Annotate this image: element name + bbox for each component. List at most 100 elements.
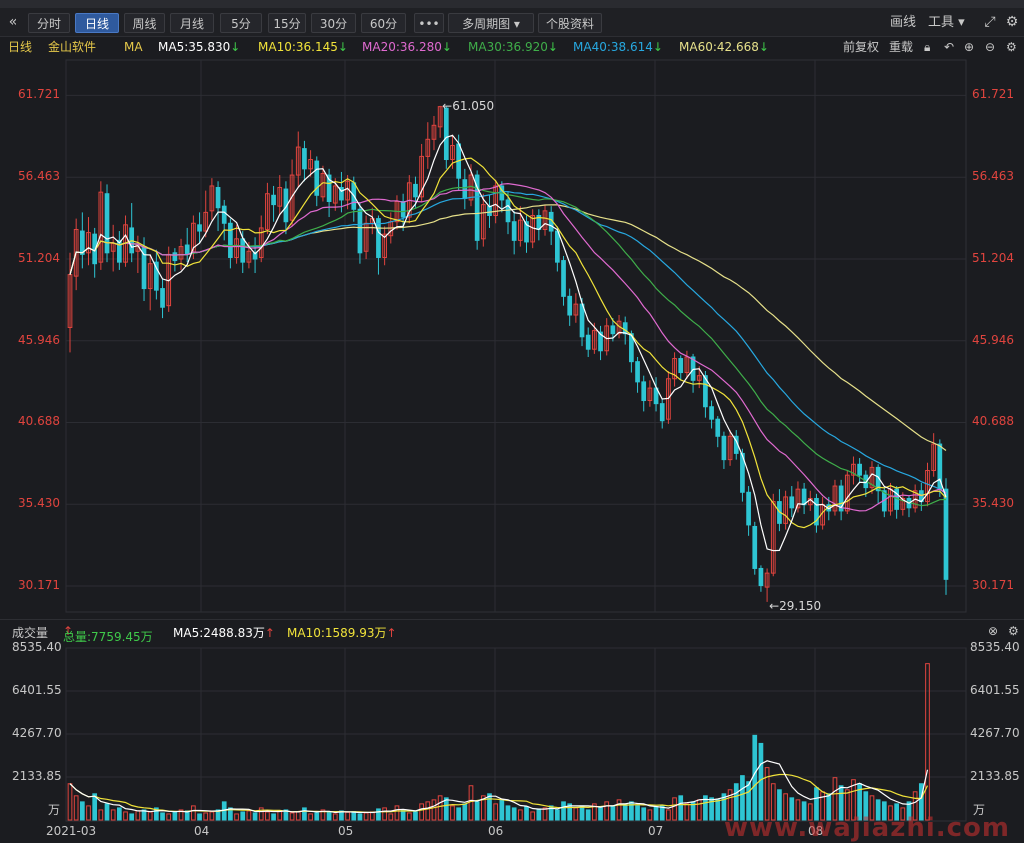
x-axis-label: 04 — [194, 824, 210, 838]
volume-ma5-value: MA5:2488.83万 — [173, 626, 265, 640]
candle-body — [511, 221, 517, 241]
settings-icon[interactable]: ⚙ — [1005, 14, 1019, 30]
candle-body — [517, 219, 523, 241]
down-arrow-icon: ↓ — [652, 40, 663, 54]
price-label-left: 61.721 — [18, 87, 60, 102]
ma-item: MA40:38.614↓ — [573, 40, 663, 54]
volume-label-left: 6401.55 — [12, 683, 62, 697]
volume-bar — [752, 734, 758, 821]
volume-bar — [425, 801, 431, 821]
candle-body — [431, 124, 437, 140]
volume-bar — [215, 809, 221, 821]
x-axis-label: 08 — [808, 824, 824, 838]
candle-body — [746, 491, 751, 526]
candle-body — [844, 474, 850, 512]
volume-bar — [604, 801, 610, 821]
candle-body — [141, 246, 147, 290]
period-tab[interactable]: 60分 — [361, 13, 406, 33]
period-tab[interactable]: 5分 — [220, 13, 262, 33]
volume-bar — [709, 797, 714, 821]
candle-body — [851, 463, 856, 476]
multi-period-dropdown[interactable]: 多周期图 ▾ — [448, 13, 534, 33]
ma-legend-bar: 日线 金山软件 MA MA5:35.830↓ MA10:36.145↓ MA20… — [0, 37, 1024, 57]
volume-bar — [573, 807, 579, 821]
down-arrow-icon: ↓ — [441, 40, 452, 54]
close-icon[interactable]: ⊗ — [988, 624, 999, 638]
candle-body — [487, 205, 492, 216]
price-label-left: 45.946 — [18, 332, 60, 347]
ma30-line — [69, 185, 947, 507]
volume-ma5: MA5:2488.83万↑ — [173, 624, 275, 641]
zoom-in-icon[interactable]: ⊕ — [964, 40, 975, 54]
adjust-button[interactable]: 前复权 — [843, 40, 880, 54]
candle-body — [425, 138, 431, 157]
candle-body — [579, 303, 585, 338]
candle-body — [647, 387, 653, 402]
candle-body — [659, 403, 665, 422]
stock-info-button[interactable]: 个股资料 — [538, 13, 602, 33]
period-tab[interactable]: 周线 — [124, 13, 165, 33]
volume-bar — [295, 811, 301, 821]
volume-bar — [678, 795, 684, 821]
ma-item: MA30:36.920↓ — [468, 40, 558, 54]
candle-body — [400, 200, 406, 218]
volume-bar — [789, 797, 795, 821]
period-tab[interactable]: 月线 — [170, 13, 214, 33]
period-tab[interactable]: 分时 — [28, 13, 70, 33]
candle-body — [598, 331, 603, 352]
volume-bar — [382, 807, 387, 821]
volume-bar — [684, 803, 690, 821]
volume-bar — [308, 813, 313, 821]
volume-bar — [209, 811, 215, 821]
settings-icon[interactable]: ⚙ — [1006, 40, 1017, 54]
candle-body — [160, 288, 165, 308]
up-arrow-icon: ↑ — [386, 626, 397, 640]
volume-label-left: 8535.40 — [12, 640, 62, 654]
ma-item: MA10:36.145↓ — [258, 40, 348, 54]
volume-bar — [511, 807, 517, 821]
period-tab[interactable]: 15分 — [268, 13, 306, 33]
ma-item: MA60:42.668↓ — [679, 40, 769, 54]
draw-line-button[interactable]: 画线 — [890, 15, 917, 30]
ma-label[interactable]: MA — [124, 40, 143, 54]
period-tab[interactable]: ••• — [414, 13, 444, 33]
volume-bar — [579, 805, 585, 821]
settings-icon[interactable]: ⚙ — [1008, 624, 1019, 638]
volume-bar — [400, 809, 406, 821]
undo-icon[interactable]: ↶ — [944, 40, 955, 54]
period-tab[interactable]: 30分 — [311, 13, 356, 33]
candle-body — [764, 572, 770, 588]
period-tab[interactable]: 日线 — [75, 13, 119, 33]
x-axis-label: 2021-03 — [46, 824, 97, 838]
recalc-button[interactable]: 重载 — [889, 40, 914, 54]
volume-bar — [388, 813, 394, 821]
candle-body — [413, 183, 418, 198]
candle-body — [758, 567, 764, 587]
double-chevron-left-icon[interactable]: « — [8, 14, 18, 30]
volume-bar — [894, 803, 899, 821]
volume-bar — [376, 808, 381, 821]
candle-body — [721, 435, 727, 461]
candle-body — [443, 107, 449, 161]
candle-body — [320, 173, 326, 198]
candle-body — [524, 221, 529, 243]
volume-ma10-value: MA10:1589.93万 — [287, 626, 387, 640]
candle-body — [696, 375, 702, 381]
volume-bar — [369, 811, 375, 821]
candle-body — [709, 406, 714, 420]
volume-bar — [332, 813, 338, 821]
zoom-out-icon[interactable]: ⊖ — [985, 40, 996, 54]
candle-body — [795, 488, 801, 509]
lock-icon[interactable]: 🔒︎ — [924, 40, 931, 54]
candle-body — [79, 230, 85, 255]
fullscreen-icon[interactable]: ⤢ — [984, 14, 996, 30]
candle-body — [147, 263, 153, 290]
volume-bar — [79, 801, 85, 821]
volume-label-right: 8535.40 — [970, 640, 1020, 654]
candle-body — [271, 194, 276, 206]
x-axis-label: 05 — [338, 824, 354, 838]
volume-bar — [160, 812, 165, 821]
tools-button[interactable]: 工具 ▾ — [928, 13, 965, 33]
volume-bar — [320, 809, 326, 821]
